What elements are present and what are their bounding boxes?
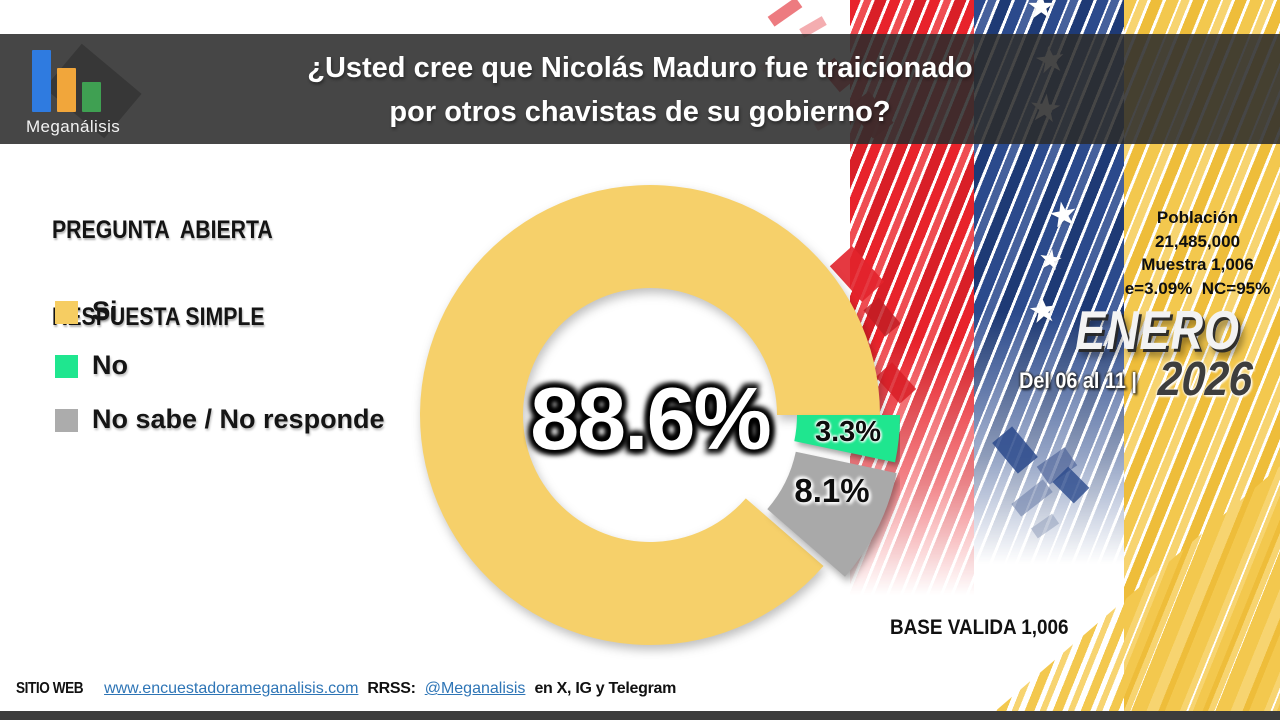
legend-label-no: No [92,350,128,380]
legend-swatch-no-sabe [55,409,78,432]
period-year: 2026 [1156,353,1254,406]
paint-speck [767,0,803,27]
question-title: ¿Usted cree que Nicolás Maduro fue traic… [150,46,1130,134]
logo-bar-chart-icon [57,68,76,112]
stat-poblacion-value: 21,485,000 [1154,231,1241,251]
question-type: PREGUNTA ABIERTA RESPUESTA SIMPLE [52,158,273,390]
header-bar [0,34,1280,144]
sample-stats: Población 21,485,000 Muestra 1,006 e=3.0… [1105,206,1280,300]
donut-chart [420,185,900,646]
star-icon: ★ [1044,193,1082,237]
bottom-bar [0,711,1280,720]
data-label-si: 88.6% [530,369,772,468]
social-networks-label: en X, IG y Telegram [534,680,677,697]
donut-slice-no-sabe [767,451,897,577]
base-valida-note: BASE VALIDA 1,006 [890,616,1069,639]
question-title-line2: por otros chavistas de su gobierno? [389,96,891,128]
question-type-line2: RESPUESTA SIMPLE [52,303,265,331]
star-icon: ★ [1036,242,1066,277]
brand-wordmark: Meganálisis [26,117,121,136]
social-handle-link[interactable]: @Meganalisis [424,680,526,697]
star-icon: ★ [1026,0,1057,26]
legend-swatch-si [55,301,78,324]
stat-muestra: Muestra 1,006 [1141,255,1254,274]
stat-poblacion-label: Población [1156,208,1239,227]
star-icon: ★ [1026,290,1061,332]
logo-bar-chart-icon [32,50,51,112]
legend-label-no-sabe: No sabe / No responde [92,404,385,434]
legend-swatch-no [55,355,78,378]
sitio-web-label: SITIO WEB [16,680,84,697]
legend-label-si: Si [92,296,118,326]
period-range: Del 06 al 11 | [1019,368,1137,393]
meganalisis-logo: Meganálisis [20,43,160,140]
question-title-line1: ¿Usted cree que Nicolás Maduro fue traic… [307,52,973,84]
footer: SITIO WEB www.encuestadorameganalisis.co… [16,680,676,698]
data-label-no-sabe: 8.1% [794,472,870,509]
data-label-no: 3.3% [814,416,882,448]
website-link[interactable]: www.encuestadorameganalisis.com [104,680,359,697]
donut-slice-no [794,415,900,463]
logo-bar-chart-icon [82,82,101,112]
donut-slice-si [420,185,880,646]
stat-error-confidence: e=3.09% NC=95% [1124,278,1271,298]
question-type-line1: PREGUNTA ABIERTA [52,216,273,244]
period-month: ENERO [1075,299,1240,361]
rrss-label: RRSS: [367,680,416,697]
